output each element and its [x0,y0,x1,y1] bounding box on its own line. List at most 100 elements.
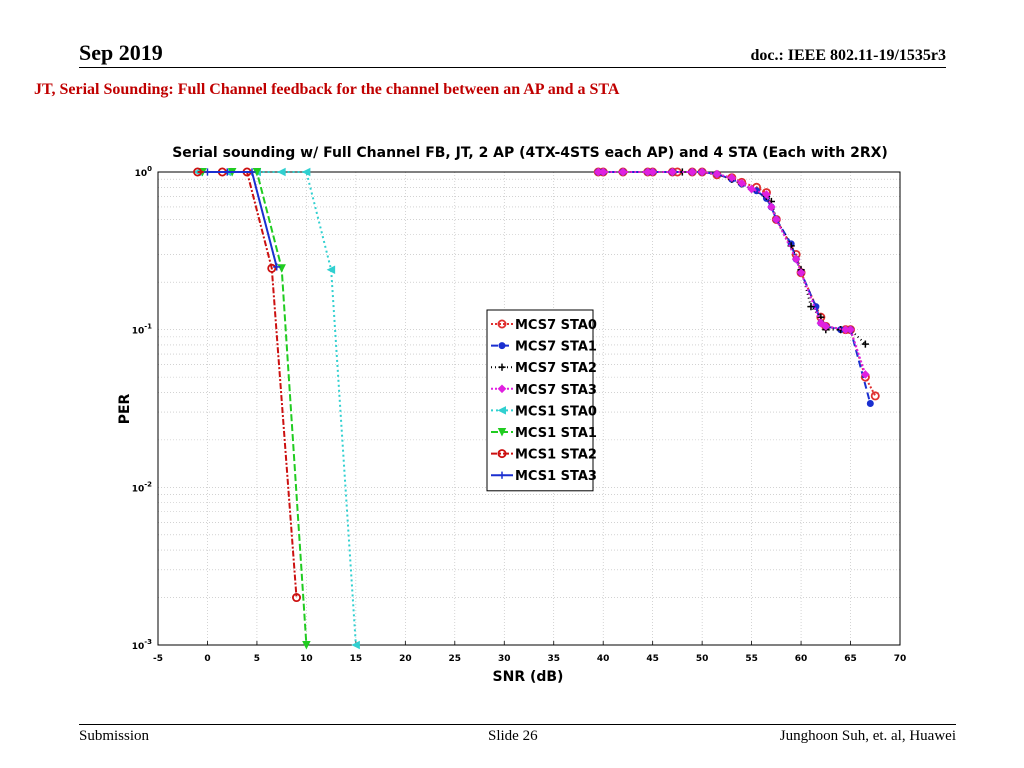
legend-label: MCS7 STA1 [515,340,597,355]
data-point [668,167,677,177]
x-tick-label: 10 [300,654,313,664]
y-axis-ticks: 100 10-1 10-2 10-3 [132,165,152,652]
legend-swatch-marker [498,471,506,479]
data-point [351,640,360,650]
legend-label: MCS1 STA1 [515,426,597,441]
x-tick-label: 60 [795,654,808,664]
series-mcs1-sta3 [203,168,281,271]
data-point [277,167,286,177]
header-doc-id: doc.: IEEE 802.11-19/1535r3 [750,47,946,64]
legend-swatch-marker [497,406,507,415]
data-point [791,254,801,264]
data-point [302,641,311,650]
data-point [747,184,756,194]
data-point [821,322,831,331]
y-tick-label: 10-1 [132,323,152,337]
data-point [712,169,722,179]
y-tick-label: 10-2 [132,480,152,494]
legend-entry: MCS7 STA1 [491,340,597,355]
legend-label: MCS7 STA2 [515,361,597,376]
data-point [326,265,336,274]
series-mcs7-sta1 [594,168,874,408]
data-point [861,370,870,379]
legend-entry: MCS7 STA3 [491,383,597,398]
data-point [292,593,302,603]
legend-swatch-marker [498,342,506,350]
legend-entry: MCS1 STA3 [491,469,597,484]
x-tick-label: 15 [350,654,363,664]
series-line [598,171,877,397]
footer-authors: Junghoon Suh, et. al, Huawei [779,728,956,744]
legend: MCS7 STA0 MCS7 STA1 MCS7 STA2 MCS7 STA3 MCS1… [486,309,597,492]
data-point [807,303,815,311]
x-tick-label: -5 [153,654,163,664]
data-point [762,190,771,199]
data-point [870,391,880,401]
data-point [248,168,256,176]
series-line [598,171,867,345]
x-tick-label: 55 [745,654,758,664]
data-point [846,325,855,334]
legend-label: MCS1 STA0 [515,404,597,419]
legend-label: MCS1 STA3 [515,469,597,484]
data-point [767,202,776,212]
legend-swatch-marker [497,384,507,394]
header-date: Sep 2019 [79,40,163,65]
data-point [861,340,869,348]
chart-title: Serial sounding w/ Full Channel FB, JT, … [172,145,888,161]
series-line [598,171,867,375]
x-tick-label: 50 [696,654,709,664]
data-point [796,268,806,277]
legend-swatch-marker [497,449,507,459]
data-point [193,167,203,177]
x-tick-label: 45 [646,654,659,664]
data-point [727,173,737,183]
data-point [737,178,747,188]
x-axis-label: SNR (dB) [493,669,564,685]
y-tick-label: 100 [135,165,153,179]
x-tick-label: 5 [254,654,260,664]
legend-swatch-marker [498,363,506,371]
data-point [223,168,231,176]
series-mcs7-sta3 [593,167,870,379]
series-mcs1-sta2 [193,167,302,603]
data-point [267,263,277,273]
x-tick-label: 40 [597,654,610,664]
legend-entry: MCS1 STA1 [491,426,597,441]
legend-entry: MCS7 STA0 [491,318,597,333]
series-layer [193,167,880,650]
legend-label: MCS7 STA0 [515,318,597,333]
data-point [598,167,608,177]
y-axis-label: PER [117,393,133,424]
x-tick-label: 70 [894,654,907,664]
legend-box [486,309,594,492]
series-mcs7-sta2 [594,168,869,348]
series-line [197,171,357,646]
series-line [202,171,308,646]
x-tick-label: 20 [399,654,412,664]
data-point [697,167,707,177]
legend-label: MCS7 STA3 [515,383,597,398]
legend-swatch-marker [497,427,507,437]
series-line [207,171,278,268]
data-point [273,263,281,271]
y-tick-label: 10-3 [132,638,152,652]
footer-submission: Submission [79,728,150,744]
data-point [816,318,826,328]
data-point [203,168,212,176]
x-tick-label: 25 [449,654,462,664]
plot-frame [157,171,901,646]
series-mcs1-sta0 [193,167,360,650]
footer-slide-number: Slide 26 [488,728,538,744]
legend-entry: MCS7 STA2 [491,361,597,376]
series-mcs1-sta1 [198,167,311,650]
footer-divider [79,724,956,725]
legend-entry: MCS1 STA0 [491,404,597,419]
x-tick-label: 65 [844,654,857,664]
legend-entry: MCS1 STA2 [491,448,597,463]
x-tick-label: 30 [498,654,511,664]
data-point [301,167,311,177]
x-tick-label: 0 [204,654,210,664]
legend-swatch-marker [497,319,507,329]
